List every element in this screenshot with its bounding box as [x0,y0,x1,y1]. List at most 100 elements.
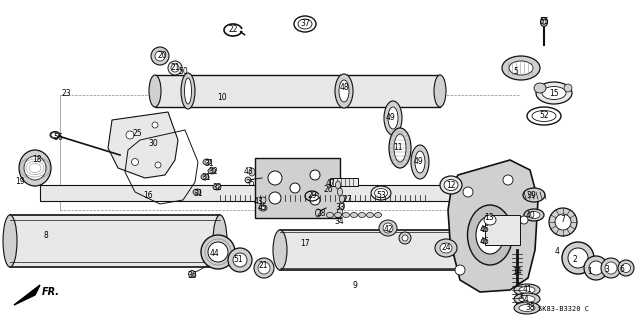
Ellipse shape [435,239,457,257]
Polygon shape [14,285,40,305]
Ellipse shape [3,215,17,267]
Ellipse shape [549,208,577,236]
Text: 4: 4 [555,248,559,256]
Ellipse shape [261,206,265,210]
Ellipse shape [290,183,300,193]
Ellipse shape [384,101,402,135]
Text: 33: 33 [335,203,345,211]
Ellipse shape [542,86,566,100]
Text: 49: 49 [385,114,395,122]
Ellipse shape [50,131,60,138]
Text: 41: 41 [522,286,532,294]
Ellipse shape [201,174,209,180]
Ellipse shape [310,170,320,180]
Ellipse shape [155,51,165,61]
Text: 48: 48 [339,84,349,93]
Ellipse shape [208,242,228,262]
Ellipse shape [589,261,603,275]
Ellipse shape [532,110,556,122]
Ellipse shape [455,265,465,275]
Text: 23: 23 [61,90,71,99]
Ellipse shape [203,175,207,179]
Text: 17: 17 [300,240,310,249]
Ellipse shape [388,107,398,129]
Text: 3: 3 [605,265,609,275]
Ellipse shape [601,258,621,278]
Ellipse shape [524,209,544,221]
Text: 11: 11 [393,144,403,152]
Text: 5: 5 [513,68,518,77]
Ellipse shape [310,195,320,205]
Ellipse shape [268,171,282,185]
Ellipse shape [379,220,397,236]
Text: 50: 50 [178,68,188,77]
Text: 14: 14 [512,266,522,276]
Ellipse shape [233,253,247,267]
Ellipse shape [203,159,211,165]
Ellipse shape [467,205,513,265]
Text: 15: 15 [549,88,559,98]
Text: 52: 52 [539,112,549,121]
Text: 49: 49 [413,158,423,167]
Ellipse shape [149,75,161,107]
Text: 18: 18 [32,155,42,165]
Ellipse shape [399,232,411,244]
Ellipse shape [184,78,191,104]
Text: 37: 37 [300,19,310,28]
Bar [10,215,220,267]
Ellipse shape [339,202,344,210]
Text: 45: 45 [258,204,268,212]
Text: 21: 21 [259,262,268,271]
Ellipse shape [358,212,365,218]
Ellipse shape [205,160,209,164]
Text: 28: 28 [316,209,326,218]
Ellipse shape [374,189,387,197]
Ellipse shape [259,205,267,211]
Polygon shape [108,112,178,178]
Text: 34: 34 [334,218,344,226]
Ellipse shape [519,305,535,311]
Ellipse shape [440,243,452,253]
Ellipse shape [444,180,458,190]
Text: 43: 43 [243,167,253,176]
Ellipse shape [335,212,342,218]
Text: 32: 32 [212,183,222,192]
Ellipse shape [24,156,46,180]
Text: 25: 25 [132,129,142,137]
Text: 31: 31 [204,159,214,167]
Text: 21: 21 [170,63,180,72]
Text: 22: 22 [228,26,237,34]
Ellipse shape [131,159,138,166]
Ellipse shape [463,187,473,197]
Text: 26: 26 [323,184,333,194]
Ellipse shape [476,216,504,254]
Ellipse shape [389,128,411,168]
Ellipse shape [151,47,169,65]
Ellipse shape [568,248,588,268]
Ellipse shape [168,61,182,75]
Polygon shape [448,160,538,292]
Ellipse shape [260,197,266,203]
Ellipse shape [493,230,507,270]
Ellipse shape [584,256,608,280]
Ellipse shape [189,271,195,278]
Ellipse shape [254,258,274,278]
Ellipse shape [213,215,227,267]
Ellipse shape [520,216,528,224]
Ellipse shape [181,73,195,109]
Ellipse shape [528,211,540,219]
Ellipse shape [367,212,374,218]
Ellipse shape [298,19,312,29]
Ellipse shape [394,134,406,162]
Text: 16: 16 [143,190,153,199]
Text: 44: 44 [210,249,220,258]
Text: 53: 53 [376,190,386,199]
Text: 2: 2 [573,255,577,263]
Ellipse shape [273,230,287,270]
Text: 20: 20 [157,51,167,61]
Ellipse shape [514,284,540,296]
Bar [280,230,500,270]
Ellipse shape [155,162,161,168]
Ellipse shape [514,293,540,305]
Ellipse shape [228,248,252,272]
